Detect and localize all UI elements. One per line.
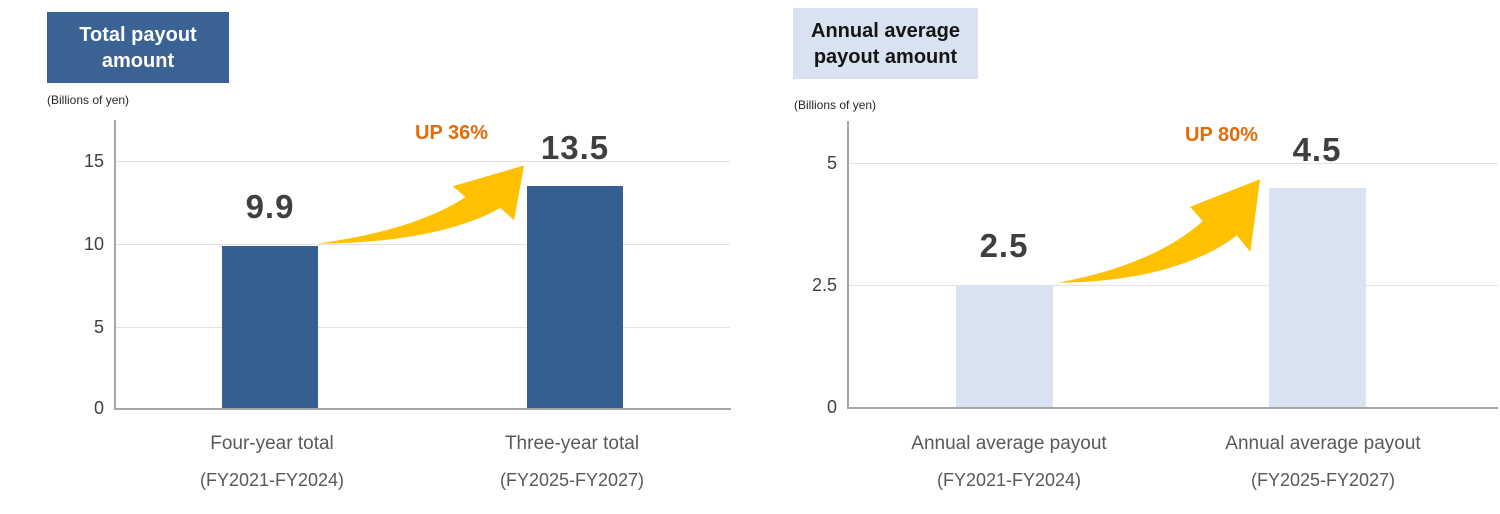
left-chart-title: Total payout amount bbox=[79, 23, 197, 72]
left-ytick-10: 10 bbox=[83, 234, 104, 254]
left-growth-arrow-icon bbox=[318, 165, 525, 244]
left-ytick-5: 5 bbox=[93, 317, 104, 337]
left-chart-title-badge: Total payout amount bbox=[47, 12, 229, 83]
left-unit-label: (Billions of yen) bbox=[47, 93, 130, 107]
left-category-label-2: Three-year total (FY2025-FY2027) bbox=[499, 433, 645, 490]
left-growth-annotation: UP 36% bbox=[415, 122, 489, 144]
left-x-axis bbox=[114, 408, 731, 410]
right-unit-label: (Billions of yen) bbox=[794, 98, 877, 112]
right-bar-annual-average-1 bbox=[956, 285, 1053, 407]
right-growth-annotation: UP 80% bbox=[1185, 124, 1259, 146]
left-gridline-10 bbox=[116, 244, 730, 245]
left-value-label-2: 13.5 bbox=[540, 129, 610, 166]
left-ytick-0: 0 bbox=[93, 398, 104, 418]
right-category-label-2: Annual average payout (FY2025-FY2027) bbox=[1225, 433, 1421, 490]
left-y-axis bbox=[114, 120, 116, 409]
right-x-axis bbox=[847, 407, 1498, 409]
left-ytick-15: 15 bbox=[83, 151, 104, 171]
right-category-label-1: Annual average payout (FY2021-FY2024) bbox=[911, 433, 1107, 490]
left-category-label-1: Four-year total (FY2021-FY2024) bbox=[199, 433, 345, 490]
right-ytick-0: 0 bbox=[826, 397, 837, 417]
left-gridline-15 bbox=[116, 161, 730, 162]
right-ytick-5: 5 bbox=[826, 153, 837, 173]
left-gridline-5 bbox=[116, 327, 730, 328]
left-bar-four-year-total bbox=[222, 246, 318, 408]
left-value-label-1: 9.9 bbox=[245, 188, 295, 225]
left-bar-three-year-total bbox=[527, 186, 623, 408]
right-value-label-1: 2.5 bbox=[979, 227, 1029, 264]
right-chart-title: Annual average payout amount bbox=[811, 19, 960, 68]
right-chart-title-badge: Annual average payout amount bbox=[793, 8, 978, 79]
right-value-label-2: 4.5 bbox=[1292, 131, 1342, 168]
right-ytick-2-5: 2.5 bbox=[811, 275, 837, 295]
right-gridline-2-5 bbox=[849, 285, 1498, 286]
right-bar-annual-average-2 bbox=[1269, 188, 1366, 407]
right-y-axis bbox=[847, 121, 849, 408]
right-growth-arrow-icon bbox=[1058, 179, 1261, 283]
right-gridline-5 bbox=[849, 163, 1498, 164]
